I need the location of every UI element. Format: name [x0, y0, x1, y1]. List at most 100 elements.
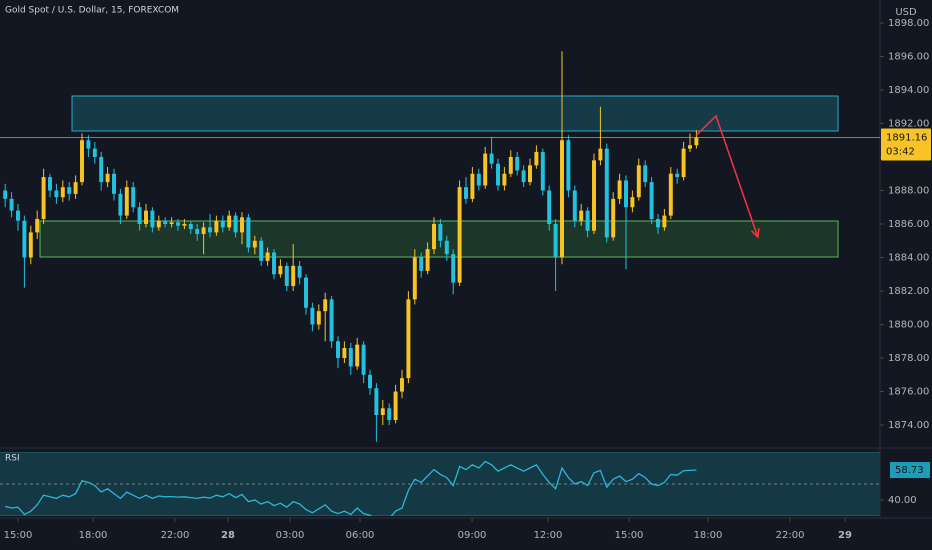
candle-body: [41, 177, 46, 219]
candle-body: [515, 156, 520, 171]
candle-body: [662, 215, 667, 228]
candle-body: [291, 265, 296, 286]
candle-body: [483, 153, 488, 186]
candle-body: [508, 156, 513, 174]
candle-body: [528, 165, 532, 183]
candle-body: [412, 257, 417, 300]
y-tick-label: 1876.00: [888, 387, 929, 398]
candle-body: [470, 173, 475, 199]
candle-body: [374, 388, 379, 416]
candle-body: [22, 220, 27, 258]
candle-body: [342, 347, 347, 359]
rsi-value-box: [890, 462, 930, 479]
x-tick-label: 18:00: [79, 530, 108, 541]
candle-body: [464, 187, 468, 199]
candle-body: [35, 218, 40, 233]
candle-body: [265, 252, 270, 261]
y-tick-label: 1892.00: [888, 118, 929, 129]
candle-body: [297, 265, 302, 278]
x-tick-label: 18:00: [694, 530, 723, 541]
candle-body: [489, 153, 494, 164]
candle-body: [681, 148, 686, 178]
candle-body: [233, 215, 238, 233]
candle-body: [86, 140, 91, 149]
candle-body: [80, 140, 84, 183]
candle-body: [355, 344, 360, 367]
rsi-tick-label: 40.00: [888, 495, 917, 506]
price-label-box: [881, 128, 931, 161]
candle-body: [278, 265, 283, 275]
candle-body: [534, 151, 539, 166]
candle-body: [643, 165, 648, 183]
candle-body: [649, 182, 654, 219]
candle-body: [585, 210, 590, 231]
candle-body: [457, 187, 462, 283]
candle-body: [329, 299, 334, 342]
candle-body: [131, 187, 136, 208]
candle-body: [252, 240, 257, 248]
candle-body: [227, 215, 232, 228]
candle-body: [560, 140, 564, 258]
candle-body: [380, 408, 385, 416]
candle-body: [617, 180, 622, 199]
y-tick-label: 1880.00: [888, 320, 929, 331]
candle-body: [694, 137, 699, 146]
y-tick-label: 1886.00: [888, 219, 929, 230]
candle-body: [3, 190, 8, 199]
x-tick-label: 12:00: [534, 530, 563, 541]
candle-body: [688, 145, 692, 149]
candle-body: [572, 190, 577, 221]
currency-label: USD: [895, 7, 917, 18]
y-tick-label: 1874.00: [888, 420, 929, 431]
candle-body: [208, 227, 212, 233]
candle-body: [592, 160, 596, 231]
price-label: 1891.16: [886, 133, 927, 144]
candle-body: [156, 220, 161, 228]
candle-body: [73, 182, 78, 194]
candle-body: [630, 197, 635, 208]
candle-body: [316, 311, 321, 325]
candle-body: [9, 198, 14, 211]
candle-body: [176, 222, 180, 226]
candle-body: [553, 224, 558, 258]
x-tick-label: 09:00: [458, 530, 487, 541]
candle-body: [16, 210, 20, 221]
forecast-arrow: [695, 114, 759, 238]
candle-body: [92, 148, 97, 157]
candle-body: [112, 173, 116, 194]
candle-body: [220, 220, 225, 228]
candle-body: [425, 249, 430, 271]
candle-body: [419, 257, 424, 271]
x-tick-label: 03:00: [276, 530, 305, 541]
candle-body: [67, 187, 72, 194]
rsi-line: [5, 460, 697, 516]
y-tick-label: 1888.00: [888, 185, 929, 196]
rsi-value-label: 58.73: [895, 465, 924, 476]
x-tick-label: 28: [221, 530, 235, 541]
candle-body: [348, 347, 353, 367]
candle-body: [99, 156, 104, 183]
candle-body: [214, 220, 219, 233]
candle-body: [246, 217, 251, 248]
candle-body: [451, 254, 456, 283]
main-pane: [0, 51, 880, 442]
candle-body: [432, 224, 436, 250]
zone: [71, 95, 839, 132]
y-tick-label: 1878.00: [888, 353, 929, 364]
candle-body: [566, 140, 571, 191]
candle-body: [144, 210, 148, 225]
candle-body: [259, 240, 264, 261]
x-tick-label: 29: [838, 530, 852, 541]
y-tick-label: 1884.00: [888, 253, 929, 264]
candle-body: [598, 148, 603, 161]
candle-body: [636, 165, 641, 198]
candle-body: [387, 408, 392, 421]
candle-body: [54, 190, 59, 198]
candle-body: [624, 180, 628, 208]
arrow-head: [750, 228, 760, 239]
y-tick-label: 1896.00: [888, 51, 929, 62]
y-tick-label: 1894.00: [888, 85, 929, 96]
candle-body: [611, 198, 616, 238]
candle-body: [521, 170, 526, 183]
